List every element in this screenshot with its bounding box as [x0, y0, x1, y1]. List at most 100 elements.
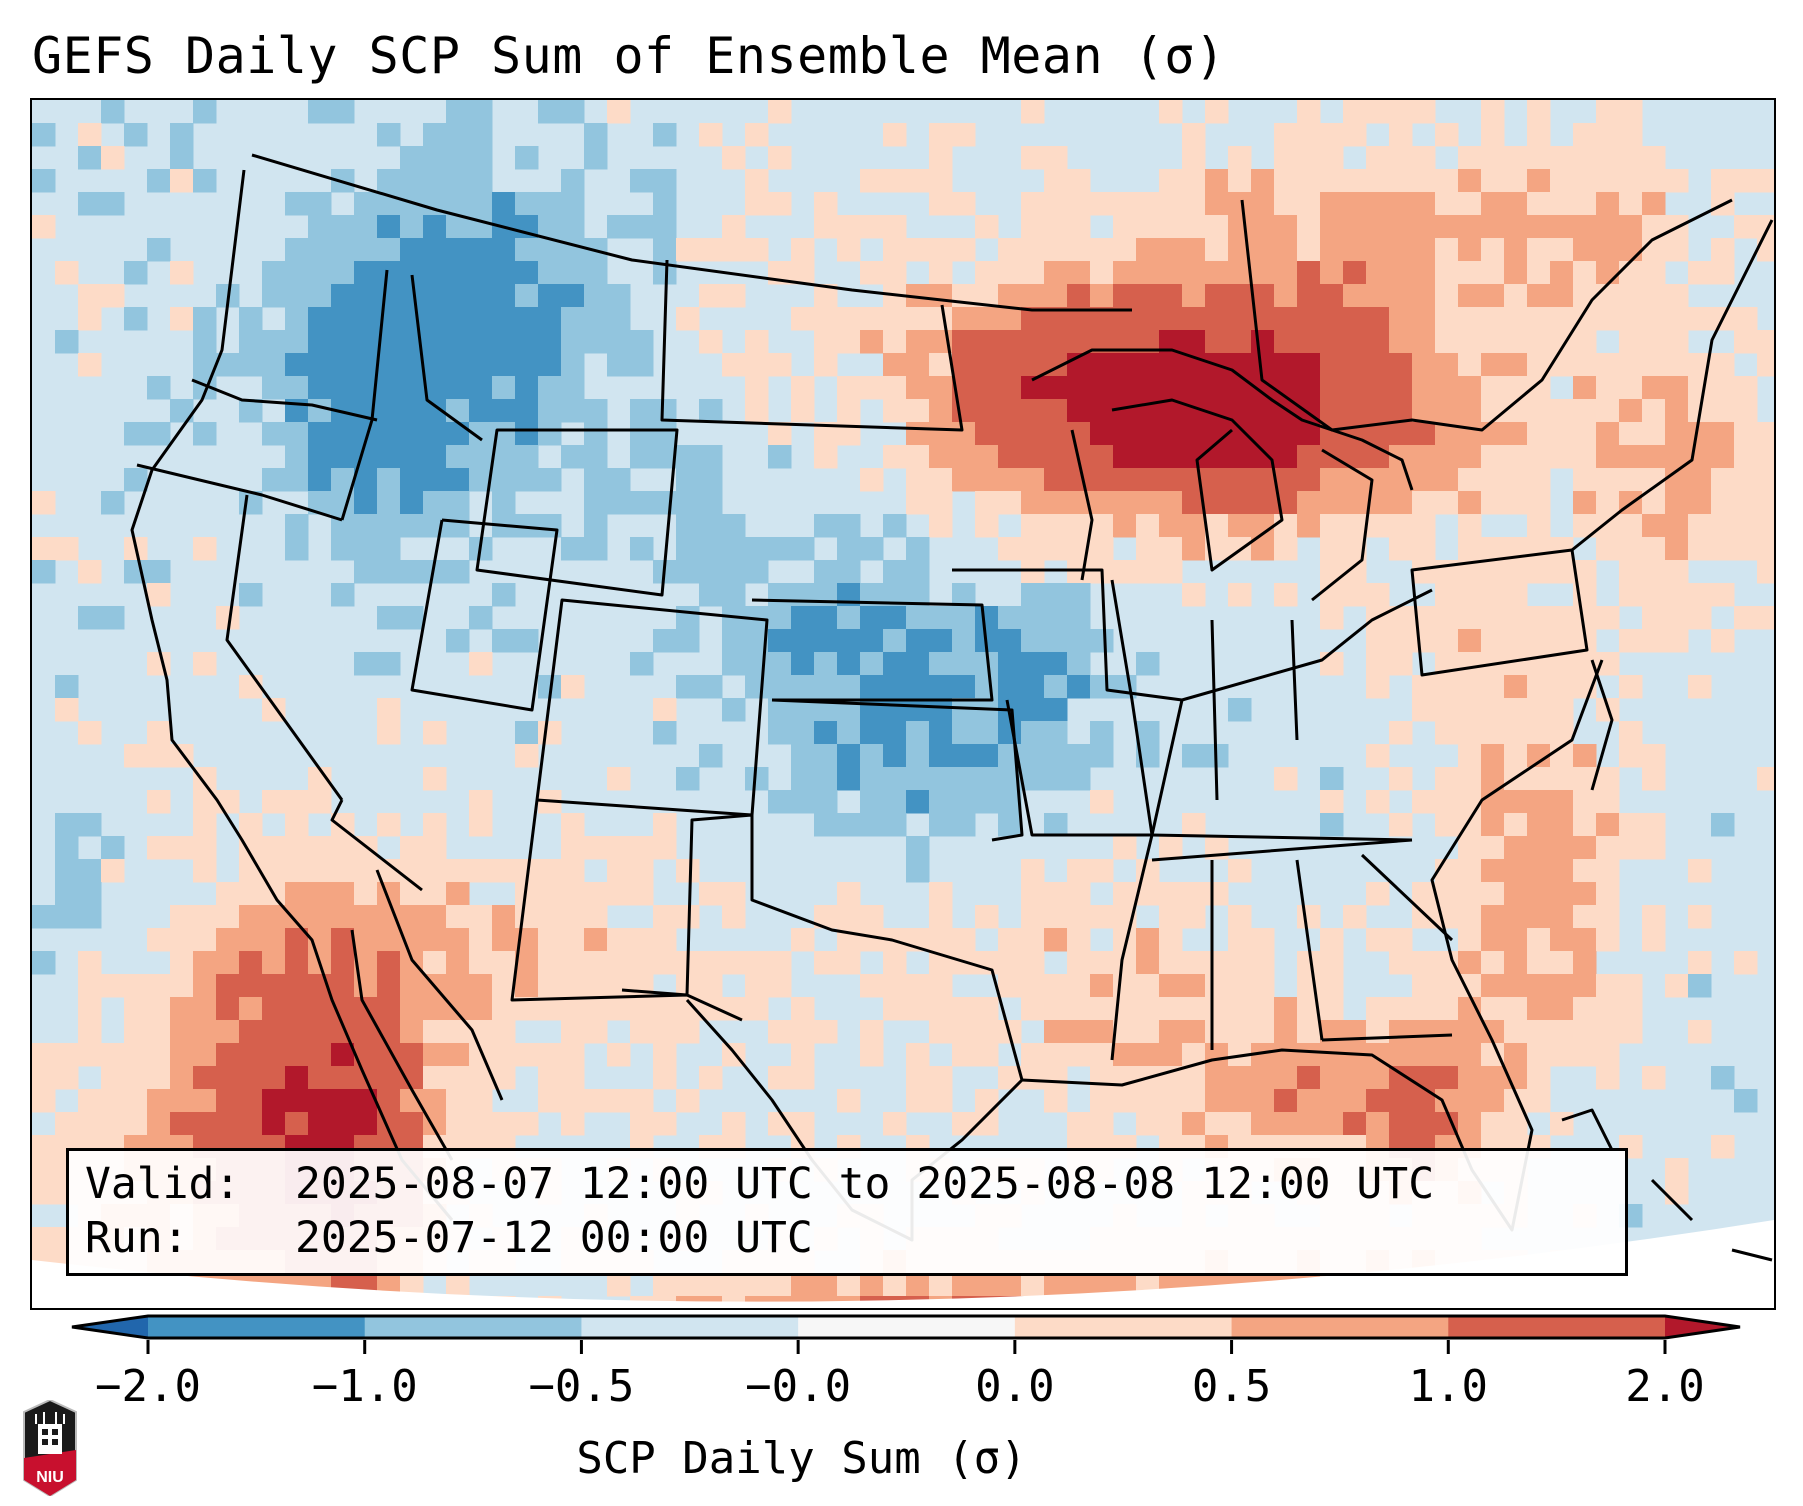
grid-cell	[262, 284, 286, 308]
grid-cell	[1113, 836, 1137, 860]
grid-cell	[377, 537, 401, 561]
grid-cell	[1159, 560, 1183, 584]
grid-cell	[1596, 261, 1620, 285]
grid-cell	[1711, 537, 1735, 561]
grid-cell	[446, 422, 470, 446]
grid-cell	[1159, 192, 1183, 216]
grid-cell	[400, 905, 424, 929]
grid-cell	[1596, 790, 1620, 814]
grid-cell	[1343, 905, 1367, 929]
grid-cell	[1757, 767, 1774, 791]
grid-cell	[1136, 928, 1160, 952]
grid-cell	[1090, 974, 1114, 998]
grid-cell	[883, 1273, 907, 1297]
grid-cell	[216, 928, 240, 952]
grid-cell	[1734, 514, 1758, 538]
grid-cell	[1642, 606, 1666, 630]
grid-cell	[1527, 399, 1551, 423]
grid-cell	[1527, 376, 1551, 400]
grid-cell	[929, 169, 953, 193]
grid-cell	[906, 560, 930, 584]
grid-cell	[561, 261, 585, 285]
grid-cell	[285, 813, 309, 837]
grid-cell	[170, 261, 194, 285]
grid-cell	[331, 215, 355, 239]
grid-cell	[1228, 583, 1252, 607]
grid-cell	[814, 1020, 838, 1044]
grid-cell	[1573, 445, 1597, 469]
grid-cell	[1251, 215, 1275, 239]
grid-cell	[1182, 951, 1206, 975]
grid-cell	[377, 928, 401, 952]
grid-cell	[1573, 192, 1597, 216]
grid-cell	[1458, 1112, 1482, 1136]
grid-cell	[837, 1273, 861, 1297]
grid-cell	[32, 560, 56, 584]
grid-cell	[1435, 583, 1459, 607]
grid-cell	[1044, 905, 1068, 929]
grid-cell	[538, 307, 562, 331]
grid-cell	[1481, 698, 1505, 722]
grid-cell	[1665, 399, 1689, 423]
grid-cell	[1527, 767, 1551, 791]
grid-cell	[1320, 560, 1344, 584]
grid-cell	[515, 307, 539, 331]
grid-cell	[814, 560, 838, 584]
grid-cell	[1550, 445, 1574, 469]
grid-cell	[837, 560, 861, 584]
grid-cell	[653, 238, 677, 262]
grid-cell	[1044, 767, 1068, 791]
grid-cell	[630, 652, 654, 676]
grid-cell	[469, 813, 493, 837]
grid-cell	[1090, 859, 1114, 883]
grid-cell	[1504, 721, 1528, 745]
grid-cell	[1205, 951, 1229, 975]
grid-cell	[1021, 284, 1045, 308]
grid-cell	[193, 307, 217, 331]
grid-cell	[1619, 537, 1643, 561]
grid-cell	[308, 307, 332, 331]
grid-cell	[446, 1066, 470, 1090]
grid-cell	[1550, 261, 1574, 285]
grid-cell	[1021, 767, 1045, 791]
grid-cell	[170, 836, 194, 860]
grid-cell	[262, 468, 286, 492]
grid-cell	[1527, 537, 1551, 561]
grid-cell	[791, 790, 815, 814]
grid-cell	[1711, 491, 1735, 515]
grid-cell	[1113, 330, 1137, 354]
grid-cell	[1412, 376, 1436, 400]
niu-logo-icon: NIU	[23, 1400, 77, 1496]
grid-cell	[883, 606, 907, 630]
valid-run-info-box: Valid: 2025-08-07 12:00 UTC to 2025-08-08…	[66, 1148, 1628, 1276]
grid-cell	[1642, 767, 1666, 791]
grid-cell	[32, 1227, 56, 1251]
grid-cell	[561, 859, 585, 883]
grid-cell	[193, 652, 217, 676]
grid-cell	[492, 1020, 516, 1044]
grid-cell	[584, 951, 608, 975]
grid-cell	[1320, 376, 1344, 400]
grid-cell	[1619, 215, 1643, 239]
grid-cell	[745, 169, 769, 193]
grid-cell	[1343, 330, 1367, 354]
grid-cell	[101, 100, 125, 124]
grid-cell	[262, 1020, 286, 1044]
grid-cell	[1090, 629, 1114, 653]
grid-cell	[1343, 123, 1367, 147]
grid-cell	[285, 238, 309, 262]
grid-cell	[285, 537, 309, 561]
grid-cell	[331, 928, 355, 952]
grid-cell	[1044, 698, 1068, 722]
grid-cell	[308, 1089, 332, 1113]
grid-cell	[101, 1043, 125, 1067]
grid-cell	[1366, 1066, 1390, 1090]
grid-cell	[653, 1066, 677, 1090]
grid-cell	[1412, 698, 1436, 722]
grid-cell	[515, 997, 539, 1021]
grid-cell	[814, 629, 838, 653]
grid-cell	[1596, 100, 1620, 124]
grid-cell	[814, 813, 838, 837]
grid-cell	[1527, 951, 1551, 975]
grid-cell	[676, 468, 700, 492]
